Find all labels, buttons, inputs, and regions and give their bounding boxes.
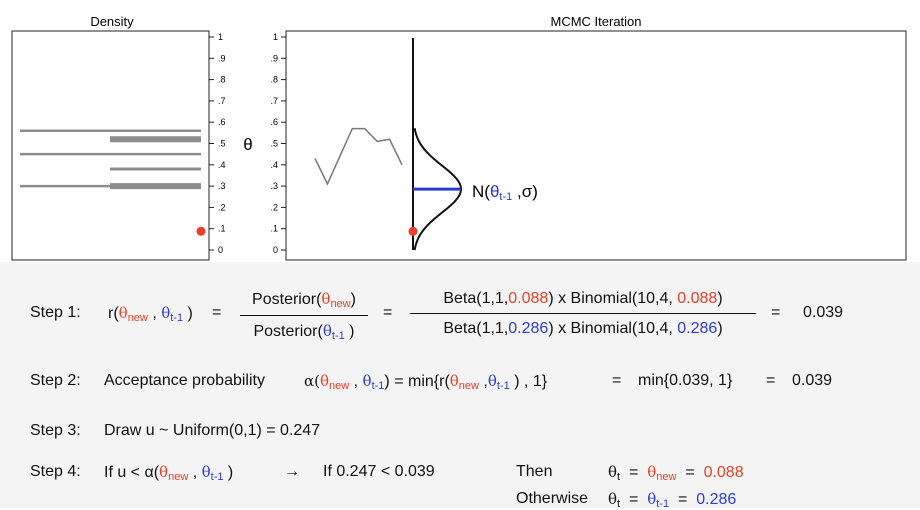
posterior-denominator: Posterior(θt-1 ) (253, 322, 355, 342)
mcmc-tick-label: .3 (270, 181, 278, 191)
posterior-numerator: Posterior(θnew) (252, 290, 356, 310)
mcmc-tick-label: 1 (273, 32, 278, 42)
step4-then-expr: θt = θnew = 0.088 (608, 463, 744, 483)
step4-label: Step 4: (30, 463, 81, 480)
step1-r: r(θnew , θt-1 ) (108, 304, 193, 324)
step3-label: Step 3: (30, 422, 81, 439)
step2-alpha-expr: α(θnew , θt-1) = min{r(θnew ,θt-1 ) , 1} (304, 372, 548, 392)
density-axis: 0 .1 .2 .3 .4 .5 .6 .7 .8 .9 1 (209, 32, 226, 255)
density-marks (20, 129, 206, 236)
step2-min: min{0.039, 1} (638, 372, 733, 389)
mcmc-tick-label: .7 (270, 96, 278, 106)
density-tick-label: .4 (218, 160, 226, 170)
step1-result: 0.039 (803, 304, 844, 321)
step2-label: Step 2: (30, 372, 81, 389)
step2-eq-b: = (766, 372, 776, 389)
mcmc-tick-label: .8 (270, 75, 278, 85)
mcmc-frame (285, 30, 907, 261)
step1-eq1: = (212, 304, 222, 321)
step1-eq3: = (771, 304, 781, 321)
mcmc-axis: 0 .1 .2 .3 .4 .5 .6 .7 .8 .9 1 (270, 32, 286, 255)
mcmc-tick-label: .5 (270, 139, 278, 149)
step4-arrow: → (284, 463, 300, 480)
proposal-label: N(θt-1 ,σ) (472, 182, 538, 203)
mcmc-title: MCMC Iteration (550, 14, 641, 29)
step2-text: Acceptance probability (104, 372, 265, 389)
density-tick-label: .8 (218, 75, 226, 85)
density-tick-label: 0 (218, 245, 223, 255)
mcmc-trace (314, 127, 403, 186)
step1-label: Step 1: (30, 304, 81, 321)
mcmc-current-point (408, 226, 418, 236)
step2-eq-a: = (612, 372, 622, 389)
density-tick-label: .1 (218, 224, 226, 234)
likelihood-fraction: Beta(1,1,0.088) x Binomial(10,4, 0.088) … (410, 290, 756, 338)
step3-text: Draw u ~ Uniform(0,1) = 0.247 (104, 422, 321, 439)
plots-svg: Density 0 .1 .2 .3 .4 .5 .6 .7 .8 .9 1 θ MCMC Iter… (11, 14, 907, 261)
step4-then: Then (516, 463, 553, 480)
density-current-point (196, 226, 206, 236)
equations-panel: Step 1: r(θnew , θt-1 ) = Posterior(θnew… (0, 262, 920, 510)
density-tick-label: .5 (218, 139, 226, 149)
mcmc-tick-label: .2 (270, 202, 278, 212)
mcmc-tick-label: .4 (270, 160, 278, 170)
density-tick-label: .9 (218, 53, 226, 63)
step4-if2: If 0.247 < 0.039 (323, 463, 435, 480)
mcmc-tick-label: .6 (270, 117, 278, 127)
density-tick-label: .7 (218, 96, 226, 106)
density-title: Density (90, 14, 134, 29)
step1-eq2: = (383, 304, 393, 321)
step4-otherwise: Otherwise (516, 490, 589, 507)
posterior-fraction: Posterior(θnew) Posterior(θt-1 ) (240, 290, 368, 342)
likelihood-denominator: Beta(1,1,0.286) x Binomial(10,4, 0.286) (443, 320, 723, 337)
theta-axis-label: θ (243, 135, 252, 154)
density-tick-label: 1 (218, 32, 223, 42)
step4-otherwise-expr: θt = θt-1 = 0.286 (608, 490, 737, 510)
density-frame (11, 30, 210, 261)
density-tick-label: .3 (218, 181, 226, 191)
plots-area: Density 0 .1 .2 .3 .4 .5 .6 .7 .8 .9 1 θ MCMC Iter… (11, 14, 907, 261)
mcmc-marks (314, 38, 463, 251)
likelihood-numerator: Beta(1,1,0.088) x Binomial(10,4, 0.088) (443, 290, 723, 307)
density-tick-label: .6 (218, 117, 226, 127)
density-tick-label: .2 (218, 202, 226, 212)
step4-if: If u < α(θnew , θt-1 ) (104, 463, 234, 483)
mcmc-tick-label: .9 (270, 53, 278, 63)
mcmc-tick-label: 0 (273, 245, 278, 255)
step2-result: 0.039 (792, 372, 833, 389)
mcmc-tick-label: .1 (270, 224, 278, 234)
